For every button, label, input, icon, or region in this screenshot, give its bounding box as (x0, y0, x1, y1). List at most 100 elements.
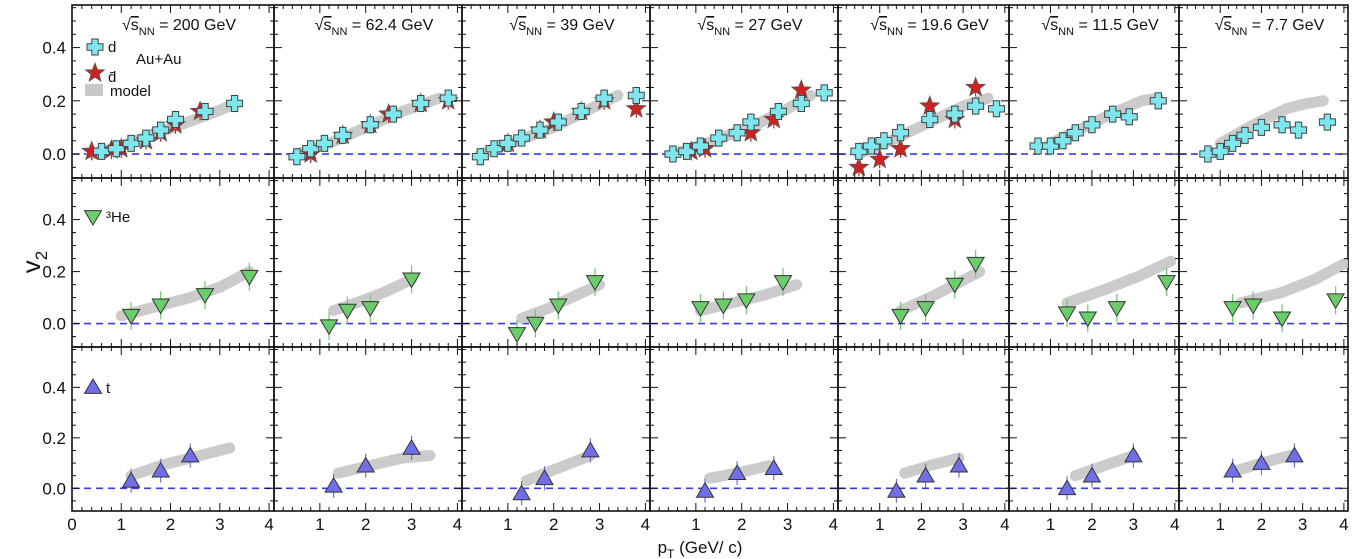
he3-point (1223, 301, 1242, 318)
model-band (899, 452, 965, 479)
model-band (1069, 450, 1139, 482)
x-tick-label: 3 (595, 515, 604, 534)
d-point (1029, 137, 1047, 155)
legend-dbar-marker (84, 61, 106, 83)
d-point (1224, 134, 1242, 152)
d-point (439, 89, 457, 107)
he3-point (713, 298, 733, 315)
x-tick-label: 4 (264, 515, 273, 534)
t-point (1082, 466, 1102, 483)
x-tick-label: 4 (1000, 515, 1009, 534)
panel-frame-r1-c2 (461, 177, 651, 348)
d-point (137, 129, 155, 147)
y-tick-label: 0.0 (42, 479, 66, 498)
legend-d-label: d (108, 39, 116, 56)
panel-frame-r2-c3 (649, 346, 839, 512)
t-point (727, 464, 747, 481)
d-point (1199, 145, 1217, 163)
he3-point (337, 303, 357, 320)
x-tick-label: 4 (829, 515, 838, 534)
d-point (152, 121, 170, 139)
t-point (1124, 446, 1143, 463)
t-point (356, 456, 376, 473)
dbar-point (919, 94, 941, 116)
t-point (764, 459, 784, 475)
d-point (987, 100, 1005, 118)
x-tick-label: 3 (215, 515, 224, 534)
panel-frame-r1-c0 (71, 177, 275, 348)
d-point (196, 102, 214, 120)
t-point (151, 461, 171, 478)
d-point (595, 89, 613, 107)
x-tick-label: 2 (737, 515, 746, 534)
d-point (1236, 126, 1254, 144)
x-tick-label: 1 (117, 515, 126, 534)
panel-frame-r1-c6 (1178, 177, 1349, 348)
x-tick-label: 2 (1257, 515, 1266, 534)
y-tick-label: 0.0 (42, 315, 66, 334)
legend-model-swatch (85, 84, 103, 96)
x-tick-label: 4 (453, 515, 462, 534)
x-tick-label: 2 (1087, 515, 1096, 534)
he3-point (402, 272, 421, 289)
x-tick-label: 2 (917, 515, 926, 534)
panel-title-energy: √sNN = 200 GeV (122, 17, 236, 38)
d-point (226, 94, 244, 112)
t-point (1252, 454, 1271, 470)
he3-point (360, 301, 380, 318)
he3-point (736, 293, 756, 310)
model-band (520, 450, 596, 487)
he3-point (1057, 306, 1077, 323)
panel-frame-r1-c1 (273, 177, 463, 348)
t-point (1223, 461, 1242, 478)
panel-frame-r2-c5 (1008, 346, 1180, 512)
he3-point (548, 298, 568, 315)
d-point (1273, 116, 1291, 134)
y-tick-label: 0.4 (42, 378, 66, 397)
d-point (1041, 137, 1059, 155)
he3-point (691, 301, 710, 318)
he3-point (966, 256, 986, 273)
legend-he3-label: ³He (106, 209, 130, 226)
x-tick-label: 2 (549, 515, 558, 534)
d-point (288, 148, 306, 166)
y-tick-label: 0.4 (42, 211, 66, 230)
x-tick-label: 1 (1215, 515, 1224, 534)
d-point (1066, 124, 1084, 142)
he3-point (1243, 298, 1263, 315)
d-point (875, 132, 893, 150)
panel-frame-r2-c0 (71, 346, 275, 512)
d-point (1211, 142, 1229, 160)
panel-title-energy: √sNN = 27 GeV (697, 17, 802, 38)
x-tick-label: 1 (1046, 515, 1055, 534)
y-axis-title: v2 (16, 251, 51, 273)
d-point (1083, 116, 1101, 134)
t-point (1057, 479, 1077, 496)
x-tick-label: 3 (1298, 515, 1307, 534)
he3-point (121, 308, 141, 325)
d-point (1290, 121, 1308, 139)
he3-point (1107, 301, 1127, 318)
t-point (180, 446, 200, 463)
d-point (664, 145, 682, 163)
d-point (862, 137, 880, 155)
d-point (549, 113, 567, 131)
y-tick-label: 0.2 (42, 92, 66, 111)
x-axis-title: pT (GeV/ c) (658, 538, 743, 559)
d-point (728, 124, 746, 142)
t-point (581, 441, 600, 458)
t-point (887, 481, 906, 498)
d-point (499, 134, 517, 152)
t-point (402, 438, 421, 455)
panel-title-energy: √sNN = 39 GeV (509, 17, 614, 38)
x-tick-label: 3 (407, 515, 416, 534)
x-tick-label: 0 (67, 515, 76, 534)
model-band (125, 442, 236, 482)
d-point (1054, 132, 1072, 150)
dbar-point (965, 76, 987, 97)
dbar-point (890, 137, 912, 158)
d-point (572, 102, 590, 120)
he3-point (239, 269, 259, 286)
he3-point (1157, 275, 1176, 292)
